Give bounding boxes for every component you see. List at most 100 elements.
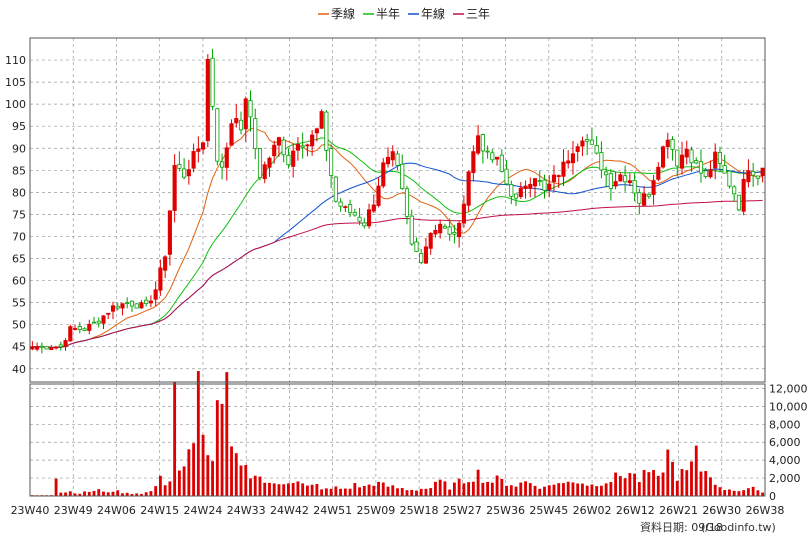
candle-body [561,161,566,177]
volume-bar [339,488,343,496]
volume-bar [211,461,214,496]
volume-bar [253,475,257,496]
candlestick [115,302,120,311]
volume-bar [599,485,603,496]
candlestick [642,185,647,207]
volume-bar [685,470,689,496]
candle-body [58,344,63,348]
candle-body [54,346,59,349]
candle-body [442,225,447,229]
candle-body [594,145,599,154]
volume-bar [258,476,262,496]
candle-body [338,201,343,207]
volume-bar [609,482,613,496]
volume-bar [182,466,186,496]
volume-bar [320,489,324,496]
candlestick [637,188,642,215]
volume-bar [509,485,513,496]
volume-bar [358,487,361,496]
ma-line-4 [32,199,763,348]
candle-body [314,128,319,134]
volume-bar [585,485,589,496]
candle-body [404,188,410,217]
candlestick [58,341,63,351]
volume-bar [149,491,153,496]
candle-body [547,183,552,191]
price-tick-label: 45 [12,341,26,354]
volume-bar [448,489,452,496]
candle-body [144,299,149,305]
volume-bar [633,473,637,496]
volume-bar [329,488,333,496]
volume-bar [519,482,523,496]
volume-bar [666,449,670,496]
candlestick [732,185,737,202]
volume-bar [528,483,532,496]
candle-body [210,57,215,107]
candle-body [385,156,391,165]
volume-bar [315,484,319,496]
x-tick-label: 24W15 [140,504,179,517]
volume-bar [97,489,101,496]
candle-body [585,138,590,142]
volume-bar [263,482,267,496]
candlestick [300,132,305,159]
volume-bar [102,491,105,496]
candlestick [134,303,139,309]
volume-bar [353,483,357,496]
candlestick [186,159,191,185]
candle-body [44,346,49,350]
volume-bar [746,488,750,496]
candle-body [751,171,756,176]
candlestick [101,315,106,329]
candle-body [129,300,135,307]
volume-bar [130,494,134,496]
candle-body [414,241,419,252]
volume-bar [415,490,418,496]
candlestick [167,210,172,266]
candle-body [310,134,315,147]
volume-tick-label: 0 [769,490,776,503]
candlestick [537,170,542,186]
candle-body [333,176,338,202]
volume-bar [410,489,414,496]
candle-body [490,152,495,161]
candlestick [499,149,504,173]
legend-label: 半年 [376,7,400,21]
price-tick-label: 105 [5,76,26,89]
candle-body [608,173,613,189]
candle-body [423,246,429,264]
volume-bar [268,482,271,496]
candlestick [684,140,689,165]
volume-bar [234,453,238,496]
volume-bar [73,493,77,496]
candle-body [499,154,504,172]
candlestick [599,141,604,179]
volume-bar [305,485,309,496]
candle-body [480,134,485,152]
candlestick [54,345,59,350]
volume-bar [187,449,191,496]
volume-bar [652,470,655,496]
candlestick [30,341,35,351]
candle-body [120,303,125,309]
candle-body [191,151,196,169]
candlestick [272,140,277,164]
x-tick-label: 26W02 [573,504,612,517]
candlestick [689,146,694,172]
candle-body [177,164,182,169]
volume-bar [78,493,82,496]
volume-bar [59,492,63,496]
candle-body [35,346,40,350]
volume-bar [391,485,395,496]
volume-bar [68,491,72,496]
candle-body [110,305,116,312]
volume-bar [296,481,300,496]
candlestick [329,144,334,189]
candlestick [44,346,49,350]
volume-bar [618,476,622,496]
candlestick [395,150,400,171]
volume-bar [642,469,646,496]
candlestick [523,180,528,199]
